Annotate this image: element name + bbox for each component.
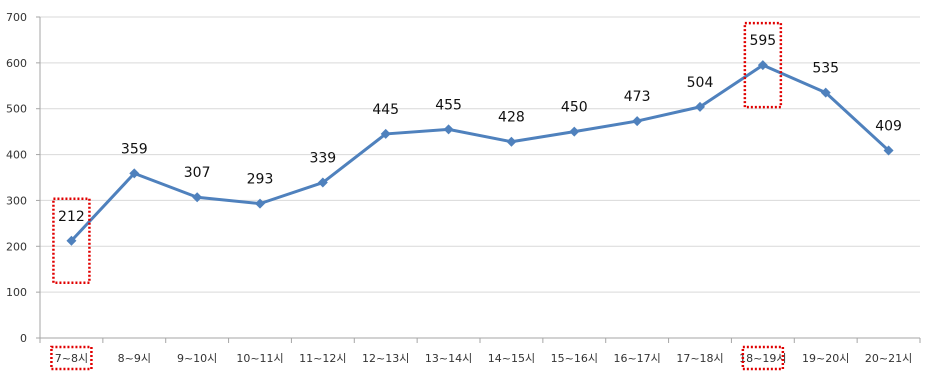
x-tick-label: 19~20시 xyxy=(802,352,849,365)
data-label: 339 xyxy=(309,151,336,167)
y-tick-label: 700 xyxy=(6,11,27,24)
data-point xyxy=(757,60,768,71)
x-tick-label: 10~11시 xyxy=(236,352,283,365)
highlight-box-category xyxy=(741,345,785,371)
data-label: 473 xyxy=(624,89,651,105)
x-tick-labels: 7~8시 8~9시 9~10시 10~11시 11~12시 12~13시 13~14시 14~… xyxy=(55,352,912,365)
y-tick-label: 500 xyxy=(6,103,27,116)
data-point xyxy=(506,136,517,147)
x-tick-label: 17~18시 xyxy=(676,352,723,365)
x-tick-label: 16~17시 xyxy=(613,352,660,365)
data-label: 359 xyxy=(121,141,148,157)
x-tick-label: 8~9시 xyxy=(118,352,151,365)
data-point xyxy=(632,116,643,127)
x-tick-label: 12~13시 xyxy=(362,352,409,365)
x-tick-label: 13~14시 xyxy=(425,352,472,365)
y-tick-label: 0 xyxy=(20,332,27,345)
data-point xyxy=(192,192,203,203)
gridlines xyxy=(40,16,920,293)
axes xyxy=(36,16,921,343)
x-tick-label: 7~8시 xyxy=(55,352,88,365)
x-tick-label: 9~10시 xyxy=(177,352,217,365)
data-point xyxy=(883,145,894,156)
highlight-box-point xyxy=(52,197,91,285)
data-point xyxy=(569,126,580,137)
data-point xyxy=(695,101,705,112)
data-label: 450 xyxy=(561,100,588,116)
data-point xyxy=(255,198,265,209)
data-label: 535 xyxy=(812,61,839,77)
data-point xyxy=(66,235,77,246)
data-point xyxy=(380,128,391,139)
data-label: 409 xyxy=(875,118,902,134)
y-tick-label: 100 xyxy=(6,286,27,299)
y-tick-label: 400 xyxy=(6,149,27,162)
y-tick-label: 300 xyxy=(6,194,27,207)
data-label: 307 xyxy=(184,165,211,181)
data-label: 455 xyxy=(435,97,462,113)
x-tick-label: 14~15시 xyxy=(488,352,535,365)
data-label: 595 xyxy=(749,33,776,49)
data-point xyxy=(820,87,831,98)
x-tick-label: 20~21시 xyxy=(865,352,912,365)
highlight-boxes xyxy=(50,21,785,371)
data-label: 445 xyxy=(372,102,399,118)
data-label: 212 xyxy=(58,209,85,225)
data-point xyxy=(443,124,454,135)
x-tick-label: 11~12시 xyxy=(299,352,346,365)
series-line xyxy=(70,63,890,242)
y-tick-label: 600 xyxy=(6,57,27,70)
highlight-box-point xyxy=(743,21,783,109)
x-tick-label: 18~19시 xyxy=(739,352,786,365)
y-tick-label: 200 xyxy=(6,240,27,253)
data-label: 293 xyxy=(247,172,274,188)
data-label: 504 xyxy=(687,75,714,91)
data-label: 428 xyxy=(498,110,525,126)
data-labels: 212 359 307 293 339 445 455 428 450 473 504 595 535 4… xyxy=(58,33,902,225)
data-point xyxy=(129,168,140,179)
series xyxy=(66,60,894,246)
x-tick-label: 15~16시 xyxy=(551,352,598,365)
data-point xyxy=(317,177,328,188)
highlight-box-category xyxy=(50,345,93,371)
y-tick-labels: 0 100 200 300 400 500 600 700 xyxy=(6,11,27,345)
